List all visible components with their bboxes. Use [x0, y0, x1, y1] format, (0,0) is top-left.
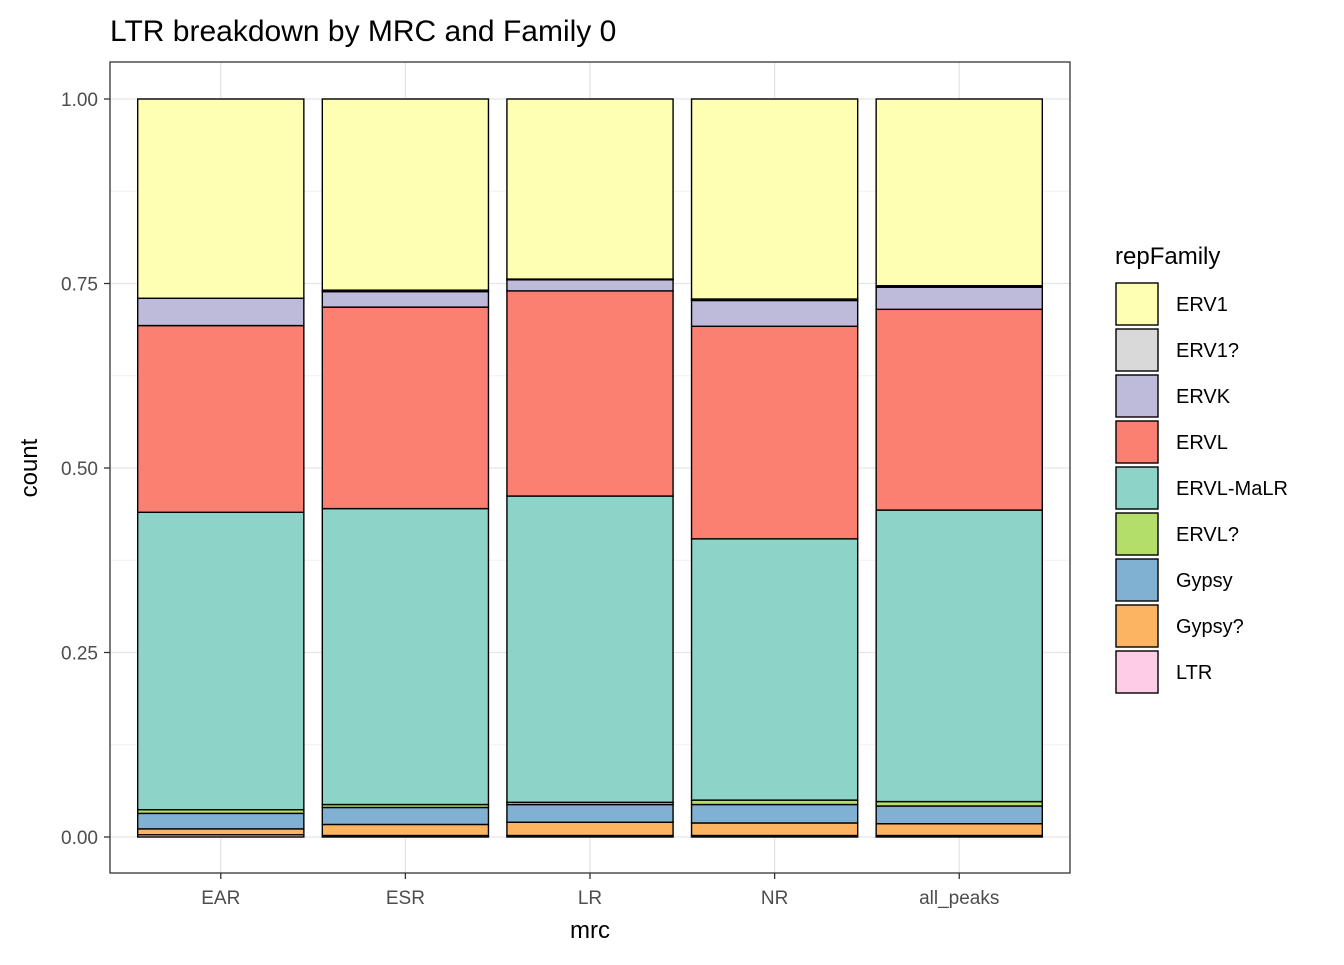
bar-segment-all_peaks-ERV1 [876, 99, 1042, 286]
bar-segment-NR-ERVL-MaLR [692, 539, 858, 800]
bar-segment-all_peaks-Gypsy [876, 806, 1042, 824]
legend-key-LTR [1116, 651, 1158, 693]
y-axis-label: count [16, 438, 43, 497]
bar-segment-EAR-ERVL-MaLR [138, 512, 304, 809]
bar-segment-all_peaks-ERVL [876, 309, 1042, 510]
bars [138, 99, 1043, 837]
bar-segment-LR-ERVL [507, 291, 673, 496]
bar-segment-LR-ERVL-MaLR [507, 496, 673, 802]
bar-segment-EAR-ERV1 [138, 99, 304, 298]
y-axis: 0.00 0.25 0.50 0.75 1.00 [61, 90, 110, 849]
legend-label: Gypsy [1176, 570, 1233, 592]
bar-segment-EAR-ERVL [138, 326, 304, 513]
legend-label: ERV1 [1176, 294, 1228, 316]
legend-label: ERVL? [1176, 524, 1239, 546]
bar-segment-NR-ERVL [692, 326, 858, 539]
y-tick-label: 0.50 [61, 459, 98, 480]
legend-label: ERV1? [1176, 340, 1239, 362]
legend-label: LTR [1176, 662, 1212, 684]
bar-segment-all_peaks-ERVK [876, 287, 1042, 309]
legend-key-ERV1? [1116, 329, 1158, 371]
legend: repFamily ERV1 ERV1? ERVK ERVL ERVL-MaLR ERVL… [1115, 243, 1288, 693]
x-axis-label: mrc [570, 917, 610, 944]
legend-key-ERVL? [1116, 513, 1158, 555]
x-tick-label: ESR [386, 888, 425, 909]
x-axis: EAR ESR LR NR all_peaks [201, 873, 999, 909]
bar-segment-LR-Gypsy? [507, 822, 673, 835]
bar-segment-NR-Gypsy [692, 805, 858, 823]
legend-title: repFamily [1115, 243, 1220, 270]
bar-segment-LR-ERVK [507, 280, 673, 291]
legend-key-ERVL [1116, 421, 1158, 463]
bar-segment-all_peaks-Gypsy? [876, 824, 1042, 836]
legend-key-Gypsy [1116, 559, 1158, 601]
bar-segment-NR-ERV1 [692, 99, 858, 299]
bar-segment-NR-Gypsy? [692, 823, 858, 836]
y-tick-label: 1.00 [61, 90, 98, 111]
legend-label: ERVL [1176, 432, 1228, 454]
bar-segment-ESR-ERVL-MaLR [322, 509, 488, 805]
legend-key-ERVL-MaLR [1116, 467, 1158, 509]
y-tick-label: 0.00 [61, 828, 98, 849]
bar-segment-ESR-ERV1 [322, 99, 488, 290]
bar-segment-ESR-Gypsy [322, 807, 488, 824]
x-tick-label: LR [578, 888, 602, 909]
legend-label: ERVL-MaLR [1176, 478, 1288, 500]
bar-segment-all_peaks-ERVL-MaLR [876, 510, 1042, 802]
bar-segment-EAR-Gypsy [138, 813, 304, 828]
bar-segment-LR-Gypsy [507, 805, 673, 823]
y-tick-label: 0.25 [61, 644, 98, 665]
bar-segment-ESR-ERVK [322, 292, 488, 307]
legend-key-ERV1 [1116, 283, 1158, 325]
x-tick-label: NR [761, 888, 788, 909]
y-tick-label: 0.75 [61, 275, 98, 296]
legend-key-Gypsy? [1116, 605, 1158, 647]
bar-segment-ESR-Gypsy? [322, 824, 488, 835]
bar-segment-NR-ERVK [692, 300, 858, 326]
x-tick-label: EAR [201, 888, 240, 909]
bar-segment-EAR-ERVK [138, 298, 304, 325]
bar-segment-LR-ERV1 [507, 99, 673, 279]
chart-title: LTR breakdown by MRC and Family 0 [110, 15, 616, 48]
legend-label: ERVK [1176, 386, 1231, 408]
x-tick-label: all_peaks [919, 888, 999, 909]
bar-segment-ESR-ERVL [322, 307, 488, 508]
legend-key-ERVK [1116, 375, 1158, 417]
bar-segment-EAR-Gypsy? [138, 829, 304, 835]
legend-label: Gypsy? [1176, 616, 1244, 638]
